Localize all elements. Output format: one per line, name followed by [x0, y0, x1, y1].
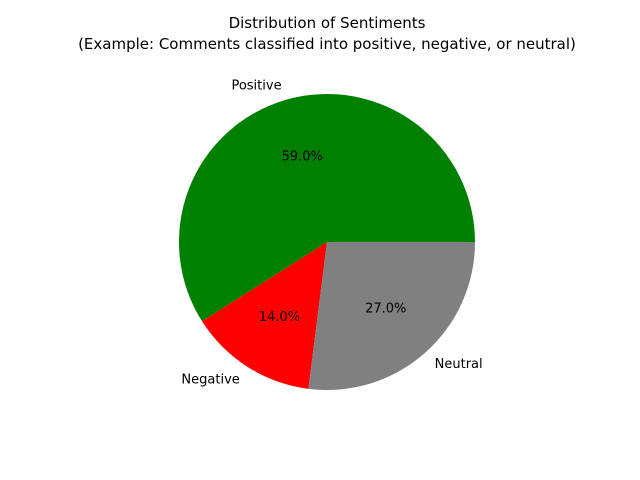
pie-slice-negative — [202, 242, 327, 389]
pie-slice-neutral — [308, 242, 475, 390]
slice-label-neutral: Neutral — [435, 357, 483, 372]
pie-slices — [179, 94, 476, 390]
slice-percent-negative: 14.0% — [259, 310, 300, 325]
pie-labels: Positive 59.0% Negative 14.0% Neutral 27.0% — [181, 79, 482, 388]
pie-slice-positive — [179, 94, 476, 322]
slice-label-positive: Positive — [231, 79, 281, 94]
slice-label-negative: Negative — [181, 372, 239, 387]
slice-percent-neutral: 27.0% — [365, 302, 406, 317]
slice-percent-positive: 59.0% — [282, 150, 323, 165]
chart-subtitle: (Example: Comments classified into posit… — [78, 35, 576, 53]
chart-title: Distribution of Sentiments — [229, 14, 426, 32]
